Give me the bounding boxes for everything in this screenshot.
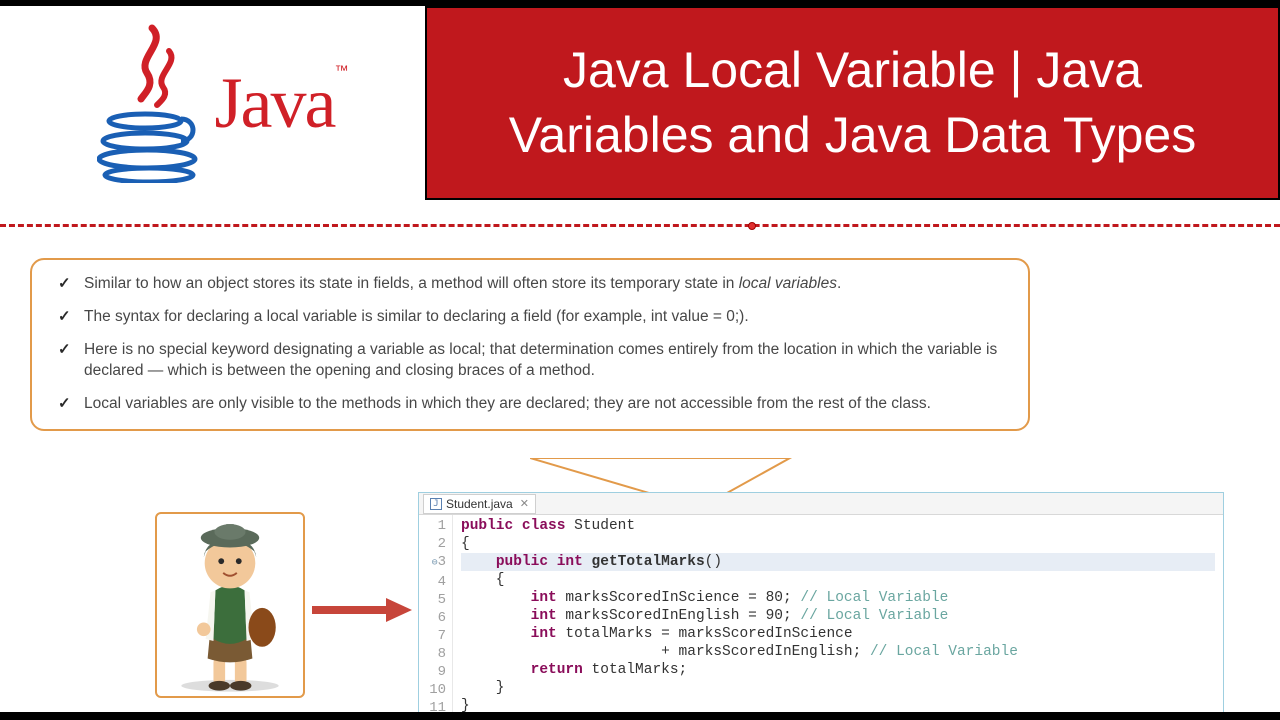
code-lines[interactable]: public class Student{ public int getTota…: [453, 515, 1223, 719]
trademark-symbol: ™: [334, 62, 348, 78]
bullet-1: Similar to how an object stores its stat…: [58, 274, 1008, 295]
java-word: Java: [215, 63, 335, 143]
line-gutter: 12⊖34567891011: [419, 515, 453, 719]
bullet-1-b: .: [837, 275, 841, 292]
bullet-2: The syntax for declaring a local variabl…: [58, 307, 1008, 328]
student-cartoon-icon: [157, 512, 303, 696]
red-arrow-icon: [312, 598, 412, 622]
java-wordmark: Java™: [215, 62, 349, 145]
editor-tab-student[interactable]: J Student.java ✕: [423, 494, 536, 514]
bottom-black-bar: [0, 712, 1280, 720]
code-editor-panel: J Student.java ✕ 12⊖34567891011 public c…: [418, 492, 1224, 720]
close-icon[interactable]: ✕: [520, 497, 529, 510]
bullet-3: Here is no special keyword designating a…: [58, 340, 1008, 382]
bullet-1-italic: local variables: [739, 275, 837, 292]
title-block: Java Local Variable | Java Variables and…: [425, 6, 1280, 200]
divider-handle-dot: [748, 222, 756, 230]
java-cup-icon: [97, 23, 207, 183]
student-illustration: [155, 512, 305, 698]
editor-tab-row: J Student.java ✕: [419, 493, 1223, 515]
bullet-list: Similar to how an object stores its stat…: [58, 274, 1008, 415]
bullet-4: Local variables are only visible to the …: [58, 394, 1008, 415]
header: Java™ Java Local Variable | Java Variabl…: [0, 6, 1280, 200]
slide-title: Java Local Variable | Java Variables and…: [457, 38, 1248, 168]
code-body: 12⊖34567891011 public class Student{ pub…: [419, 515, 1223, 719]
dashed-divider: [0, 224, 1280, 227]
java-logo-zone: Java™: [0, 6, 425, 200]
info-callout: Similar to how an object stores its stat…: [30, 258, 1030, 431]
bullet-1-a: Similar to how an object stores its stat…: [84, 275, 739, 292]
java-file-icon: J: [430, 498, 442, 510]
tab-label: Student.java: [446, 497, 513, 511]
